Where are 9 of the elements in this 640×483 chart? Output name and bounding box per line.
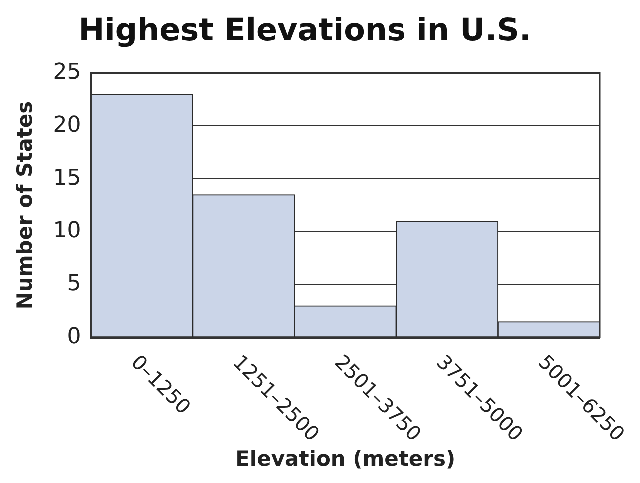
y-tick-label: 10 <box>53 218 82 244</box>
y-tick-label: 15 <box>53 166 82 191</box>
y-tick-label: 25 <box>53 60 82 85</box>
chart-title: Highest Elevations in U.S. <box>78 12 532 49</box>
y-tick-label: 5 <box>67 272 82 297</box>
y-axis-title: Number of States <box>13 101 38 310</box>
y-tick-label: 0 <box>67 324 82 350</box>
x-axis-title: Elevation (meters) <box>236 446 456 471</box>
y-tick-label: 20 <box>53 112 82 138</box>
